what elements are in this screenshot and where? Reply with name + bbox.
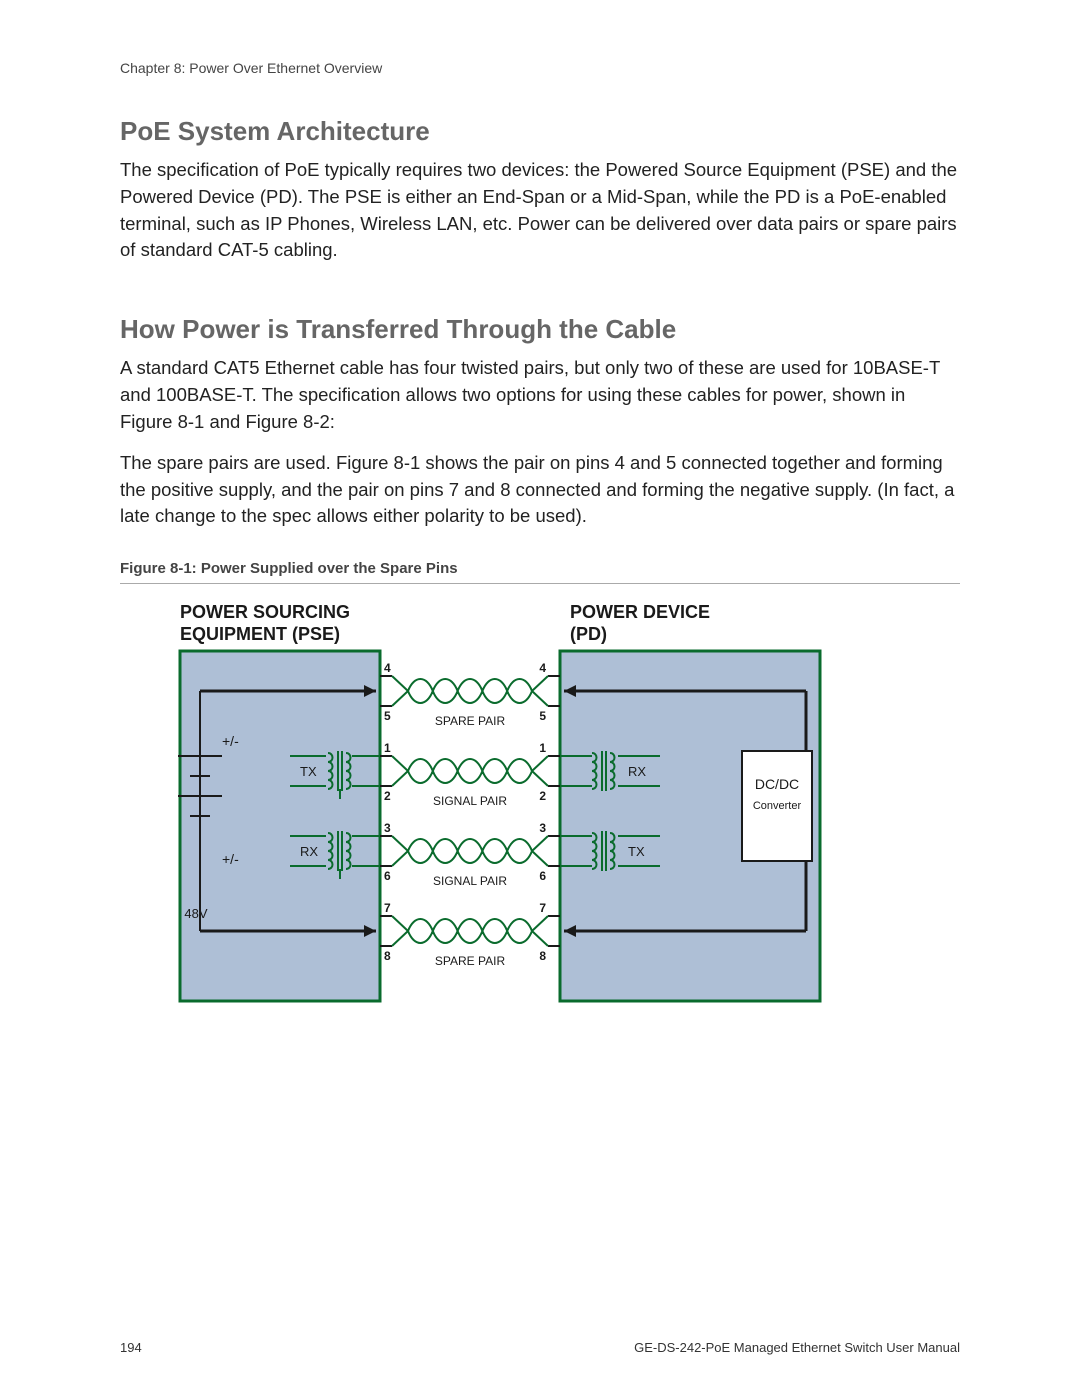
figure-diagram: POWER SOURCINGEQUIPMENT (PSE) POWER DEVIC… <box>120 596 960 1021</box>
page-number: 194 <box>120 1340 142 1355</box>
svg-text:6: 6 <box>539 869 546 883</box>
svg-text:POWER DEVICE: POWER DEVICE <box>570 602 710 622</box>
figure-caption: Figure 8-1: Power Supplied over the Spar… <box>120 560 960 584</box>
section2-body1: A standard CAT5 Ethernet cable has four … <box>120 355 960 435</box>
section-title-1: PoE System Architecture <box>120 116 960 147</box>
svg-text:RX: RX <box>628 764 646 779</box>
svg-text:DC/DC: DC/DC <box>755 776 799 792</box>
svg-text:1: 1 <box>384 741 391 755</box>
svg-text:5: 5 <box>539 709 546 723</box>
svg-text:8: 8 <box>539 949 546 963</box>
svg-text:RX: RX <box>300 844 318 859</box>
svg-text:3: 3 <box>384 821 391 835</box>
svg-text:SIGNAL PAIR: SIGNAL PAIR <box>433 874 507 888</box>
svg-text:SPARE PAIR: SPARE PAIR <box>435 954 506 968</box>
svg-text:(PD): (PD) <box>570 624 607 644</box>
svg-text:Converter: Converter <box>753 800 802 812</box>
svg-text:8: 8 <box>384 949 391 963</box>
svg-text:7: 7 <box>384 901 391 915</box>
svg-text:5: 5 <box>384 709 391 723</box>
svg-text:SIGNAL PAIR: SIGNAL PAIR <box>433 794 507 808</box>
svg-text:+/-: +/- <box>222 851 239 867</box>
svg-text:POWER SOURCING: POWER SOURCING <box>180 602 350 622</box>
svg-text:48V: 48V <box>184 906 207 921</box>
section-title-2: How Power is Transferred Through the Cab… <box>120 314 960 345</box>
svg-text:1: 1 <box>539 741 546 755</box>
svg-text:SPARE PAIR: SPARE PAIR <box>435 714 506 728</box>
svg-text:4: 4 <box>384 661 391 675</box>
svg-text:7: 7 <box>539 901 546 915</box>
svg-text:3: 3 <box>539 821 546 835</box>
svg-text:TX: TX <box>300 764 317 779</box>
section2-body2: The spare pairs are used. Figure 8-1 sho… <box>120 450 960 530</box>
svg-text:2: 2 <box>539 789 546 803</box>
svg-text:2: 2 <box>384 789 391 803</box>
svg-text:TX: TX <box>628 844 645 859</box>
svg-text:4: 4 <box>539 661 546 675</box>
svg-text:6: 6 <box>384 869 391 883</box>
svg-text:+/-: +/- <box>222 733 239 749</box>
svg-text:EQUIPMENT (PSE): EQUIPMENT (PSE) <box>180 624 340 644</box>
chapter-header: Chapter 8: Power Over Ethernet Overview <box>120 60 960 76</box>
manual-title: GE-DS-242-PoE Managed Ethernet Switch Us… <box>634 1340 960 1355</box>
section1-body: The specification of PoE typically requi… <box>120 157 960 264</box>
